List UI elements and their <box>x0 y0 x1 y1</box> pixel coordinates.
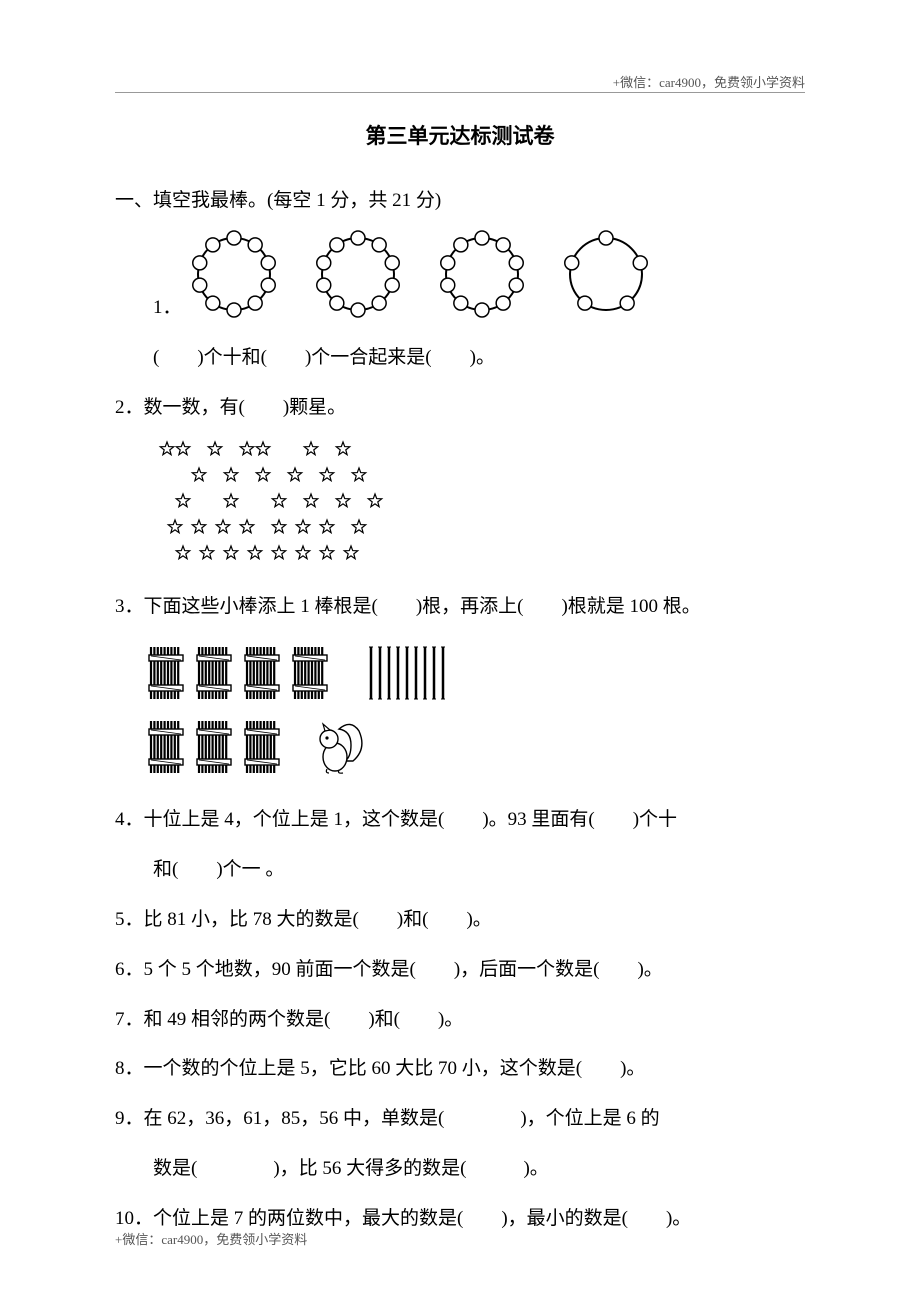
section-1-heading: 一、填空我最棒。(每空 1 分，共 21 分) <box>115 182 805 220</box>
q3-figure <box>115 643 805 777</box>
q4-text-line1: 4．十位上是 4，个位上是 1，这个数是( )。93 里面有( )个十 <box>115 799 805 841</box>
ring-1 <box>186 226 282 327</box>
header-note: +微信：car4900，免费领小学资料 <box>613 72 805 91</box>
q5-text: 5．比 81 小，比 78 大的数是( )和( )。 <box>115 899 805 941</box>
q1-text: ( )个十和( )个一合起来是( )。 <box>115 337 805 379</box>
q3-row2 <box>147 717 805 777</box>
q2-text: 2．数一数，有( )颗星。 <box>115 387 805 429</box>
ring-3 <box>434 226 530 327</box>
q3-row1 <box>147 643 805 703</box>
q9-text-line2: 数是( )，比 56 大得多的数是( )。 <box>115 1148 805 1190</box>
q2-stars <box>115 437 805 572</box>
q7-text: 7．和 49 相邻的两个数是( )和( )。 <box>115 999 805 1041</box>
page-title: 第三单元达标测试卷 <box>115 120 805 150</box>
q8-text: 8．一个数的个位上是 5，它比 60 大比 70 小，这个数是( )。 <box>115 1048 805 1090</box>
footer-note: +微信：car4900，免费领小学资料 <box>115 1229 307 1248</box>
q1-number: 1． <box>153 292 182 327</box>
q3-text: 3．下面这些小棒添上 1 棒根是( )根，再添上( )根就是 100 根。 <box>115 586 805 628</box>
page-content: 第三单元达标测试卷 一、填空我最棒。(每空 1 分，共 21 分) 1． ( )… <box>0 0 920 1308</box>
q4-text-line2: 和( )个一 。 <box>115 849 805 891</box>
q6-text: 6．5 个 5 个地数，90 前面一个数是( )，后面一个数是( )。 <box>115 949 805 991</box>
q9-text-line1: 9．在 62，36，61，85，56 中，单数是( )，个位上是 6 的 <box>115 1098 805 1140</box>
ring-4 <box>558 226 654 327</box>
q1-figure-row: 1． <box>115 226 805 327</box>
ring-2 <box>310 226 406 327</box>
header-rule <box>115 92 805 93</box>
